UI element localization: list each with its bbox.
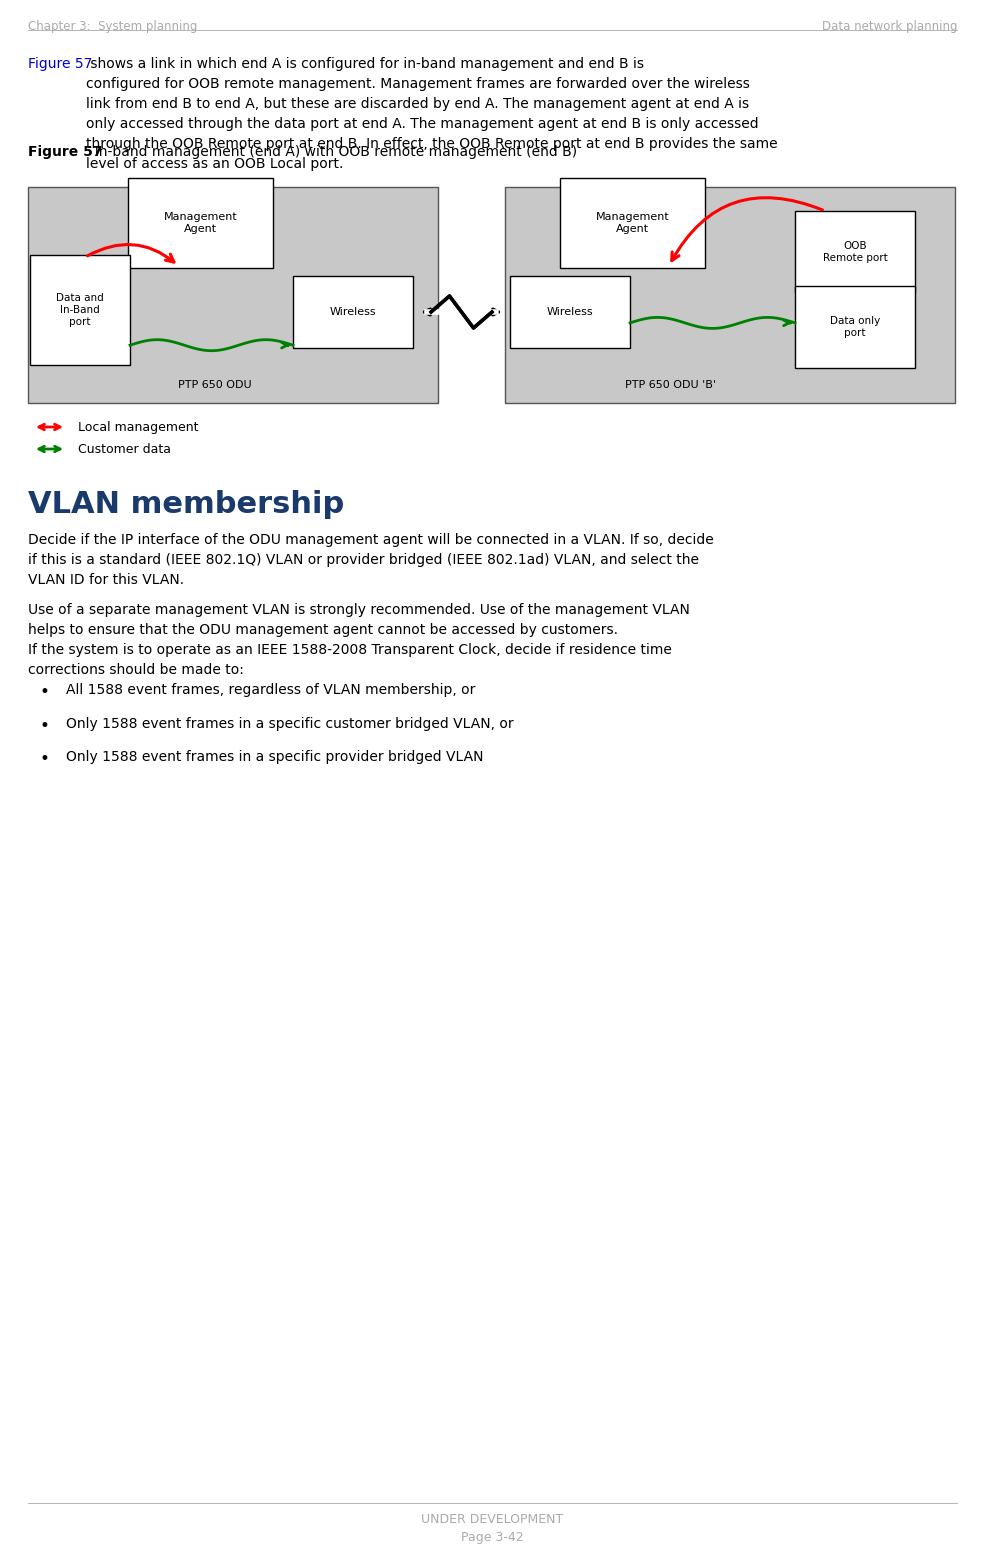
Bar [505,187,955,403]
Text: Local management: Local management [78,420,199,434]
Bar [795,286,915,369]
Text: Data only
port: Data only port [830,316,881,337]
Text: Wireless: Wireless [330,306,376,317]
Text: All 1588 event frames, regardless of VLAN membership, or: All 1588 event frames, regardless of VLA… [66,683,476,697]
Text: Wireless: Wireless [547,306,593,317]
Text: •: • [40,750,50,768]
Text: Customer data: Customer data [78,443,171,456]
Text: Figure 57: Figure 57 [28,145,102,159]
Text: In-band management (end A) with OOB remote management (end B): In-band management (end A) with OOB remo… [86,145,577,159]
Text: VLAN membership: VLAN membership [28,490,344,519]
Bar [510,275,630,348]
FancyArrowPatch shape [672,197,822,261]
Text: Management
Agent: Management Agent [596,211,670,233]
Text: Only 1588 event frames in a specific provider bridged VLAN: Only 1588 event frames in a specific pro… [66,750,484,764]
Text: If the system is to operate as an IEEE 1588-2008 Transparent Clock, decide if re: If the system is to operate as an IEEE 1… [28,644,672,676]
Bar [128,177,273,267]
Text: Data and
In-Band
port: Data and In-Band port [56,294,103,327]
Text: Use of a separate management VLAN is strongly recommended. Use of the management: Use of a separate management VLAN is str… [28,603,690,638]
Bar [795,211,915,292]
FancyArrowPatch shape [88,244,174,263]
Text: PTP 650 ODU 'B': PTP 650 ODU 'B' [625,379,716,390]
Text: PTP 650 ODU: PTP 650 ODU [178,379,251,390]
Bar [560,177,705,267]
Bar [293,275,413,348]
Bar [28,187,438,403]
Text: OOB
Remote port: OOB Remote port [822,241,887,263]
Text: Only 1588 event frames in a specific customer bridged VLAN, or: Only 1588 event frames in a specific cus… [66,717,513,731]
Text: Management
Agent: Management Agent [164,211,237,233]
Bar [30,255,130,365]
Text: UNDER DEVELOPMENT: UNDER DEVELOPMENT [422,1513,563,1525]
Text: Figure 57: Figure 57 [28,58,93,72]
Text: •: • [40,683,50,701]
Text: Decide if the IP interface of the ODU management agent will be connected in a VL: Decide if the IP interface of the ODU ma… [28,533,714,588]
Text: •: • [40,717,50,736]
Text: Chapter 3:  System planning: Chapter 3: System planning [28,20,197,33]
Text: Data network planning: Data network planning [821,20,957,33]
Text: shows a link in which end A is configured for in-band management and end B is
co: shows a link in which end A is configure… [86,58,777,171]
Text: Page 3-42: Page 3-42 [461,1532,524,1544]
